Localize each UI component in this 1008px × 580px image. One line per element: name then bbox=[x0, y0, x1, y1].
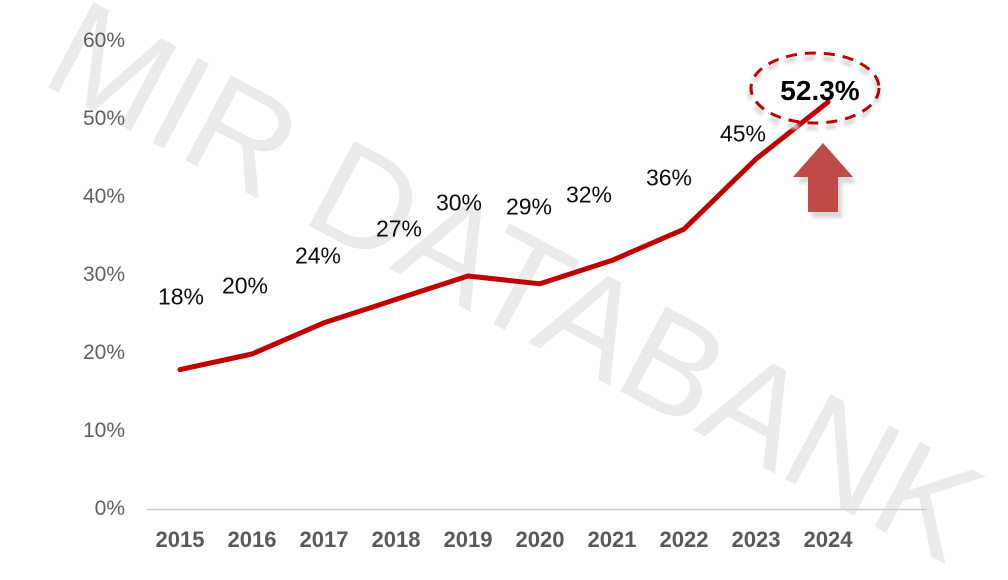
x-axis-tick: 2019 bbox=[443, 527, 493, 552]
y-axis-tick: 40% bbox=[82, 185, 125, 208]
y-axis-tick: 30% bbox=[82, 263, 125, 286]
x-axis-tick: 2015 bbox=[155, 527, 205, 552]
x-axis-tick: 2016 bbox=[227, 527, 277, 552]
y-axis-tick: 10% bbox=[82, 419, 125, 442]
y-axis-tick: 60% bbox=[82, 29, 125, 52]
data-label: 36% bbox=[645, 164, 693, 191]
trend-line bbox=[177, 99, 831, 373]
data-label: 18% bbox=[157, 283, 205, 310]
y-axis-tick: 0% bbox=[94, 497, 125, 520]
x-axis-tick: 2017 bbox=[299, 527, 349, 552]
x-axis-tick: 2022 bbox=[659, 527, 709, 552]
data-label: 24% bbox=[294, 242, 342, 269]
data-label: 32% bbox=[565, 181, 613, 208]
y-axis-tick: 20% bbox=[82, 341, 125, 364]
up-arrow-icon bbox=[793, 143, 853, 212]
x-axis-tick: 2020 bbox=[515, 527, 565, 552]
data-label: 30% bbox=[435, 189, 483, 216]
data-label: 45% bbox=[719, 120, 767, 147]
x-axis-tick: 2023 bbox=[731, 527, 781, 552]
data-label-highlight: 52.3% bbox=[780, 75, 860, 107]
data-label: 27% bbox=[375, 215, 423, 242]
data-label: 29% bbox=[505, 193, 553, 220]
y-axis-tick: 50% bbox=[82, 107, 125, 130]
highlight-dashed-ellipse bbox=[749, 51, 881, 125]
x-axis-tick: 2018 bbox=[371, 527, 421, 552]
x-axis-tick: 2021 bbox=[587, 527, 637, 552]
data-label: 20% bbox=[221, 272, 269, 299]
x-axis-tick: 2024 bbox=[803, 527, 853, 552]
